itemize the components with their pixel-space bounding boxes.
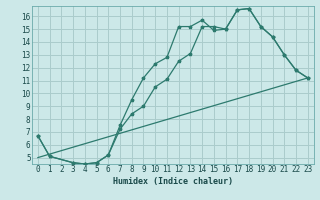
X-axis label: Humidex (Indice chaleur): Humidex (Indice chaleur) <box>113 177 233 186</box>
